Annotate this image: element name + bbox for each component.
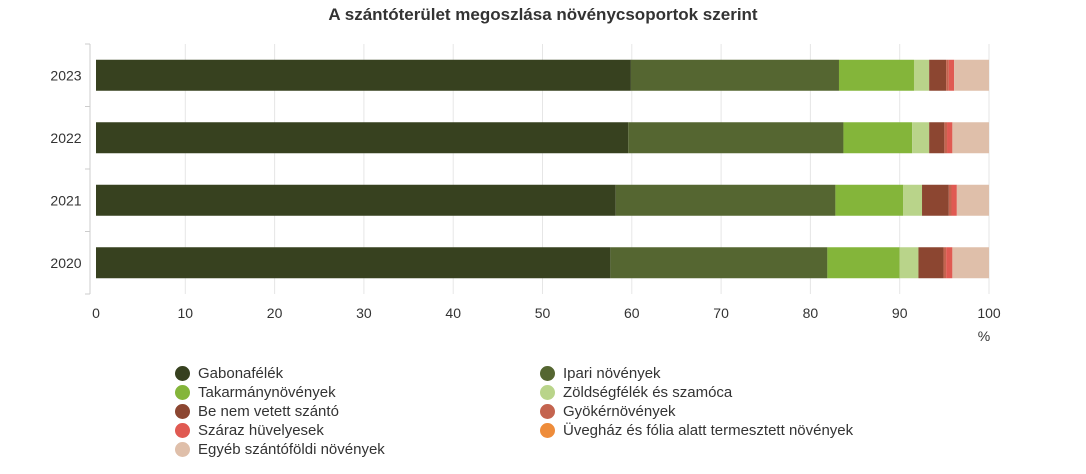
tick-labels: 0 10 20 30 40 50 60 70 80 90 100% 2023 2022 2021 2020 [50, 67, 1000, 344]
bar-segment [903, 184, 923, 216]
bar-segment [96, 122, 629, 154]
legend-swatch-icon [540, 366, 555, 381]
bar-segment [943, 247, 947, 279]
bar-segment [630, 59, 839, 91]
bar-segment [96, 59, 631, 91]
bar-segment [843, 122, 913, 154]
x-tick-label: 10 [178, 305, 194, 321]
legend-label: Üvegház és fólia alatt termesztett növén… [563, 422, 854, 439]
legend-item[interactable]: Száraz hüvelyesek [175, 421, 540, 440]
legend-swatch-icon [540, 385, 555, 400]
y-tick-label: 2021 [50, 192, 81, 208]
bar-segment [951, 184, 957, 216]
bar-segment [922, 184, 949, 216]
bar-segment [913, 59, 930, 91]
y-tick-label: 2022 [50, 130, 81, 146]
x-tick-label: 70 [713, 305, 729, 321]
bar-segment [947, 122, 953, 154]
legend-item[interactable]: Takarmánynövények [175, 383, 540, 402]
bar-segment [952, 247, 989, 279]
legend-swatch-icon [175, 366, 190, 381]
legend-item[interactable]: Be nem vetett szántó [175, 402, 540, 421]
x-tick-label: 20 [267, 305, 283, 321]
y-tick-label: 2020 [50, 255, 81, 271]
x-tick-label: 40 [445, 305, 461, 321]
bar-segment [954, 59, 989, 91]
bar-segment [956, 184, 989, 216]
stacked-bar-chart: 0 10 20 30 40 50 60 70 80 90 100% 2023 2022 2021 2020 [50, 43, 1001, 344]
legend-label: Zöldségfélék és szamóca [563, 384, 733, 401]
legend-swatch-icon [175, 423, 190, 438]
y-tick-label: 2023 [50, 67, 81, 83]
bar-segment [929, 59, 947, 91]
x-tick-label: 60 [624, 305, 640, 321]
x-axis-label: % [978, 328, 990, 344]
legend-swatch-icon [175, 404, 190, 419]
bar-segment [948, 59, 955, 91]
legend-label: Ipari növények [563, 365, 661, 382]
bar-segment [827, 247, 900, 279]
bar-segment [944, 122, 948, 154]
legend-swatch-icon [175, 442, 190, 457]
legend-item[interactable]: Ipari növények [540, 364, 940, 383]
x-tick-label: 80 [803, 305, 819, 321]
legend-item[interactable]: Üvegház és fólia alatt termesztett növén… [540, 421, 940, 440]
legend-swatch-icon [540, 404, 555, 419]
legend-label: Száraz hüvelyesek [198, 422, 324, 439]
legend-item[interactable]: Zöldségfélék és szamóca [540, 383, 940, 402]
legend-swatch-icon [175, 385, 190, 400]
chart-title: A szántóterület megoszlása növénycsoport… [328, 5, 758, 24]
x-tick-label: 0 [92, 305, 100, 321]
legend-label: Gyökérnövények [563, 403, 676, 420]
x-tick-label: 100 [977, 305, 1001, 321]
bar-segment [912, 122, 930, 154]
bar-segment [96, 247, 611, 279]
bar-segment [835, 184, 904, 216]
x-tick-label: 50 [535, 305, 551, 321]
bar-segment [929, 122, 945, 154]
bar-segment [628, 122, 844, 154]
bar-segment [952, 122, 989, 154]
bar-segment [946, 59, 949, 91]
legend: Gabonafélék Ipari növények Takarmánynövény… [175, 364, 975, 459]
legend-label: Egyéb szántóföldi növények [198, 441, 385, 458]
bar-segment [610, 247, 828, 279]
bar-segment [96, 184, 616, 216]
legend-label: Gabonafélék [198, 365, 284, 382]
legend-label: Takarmánynövények [198, 384, 336, 401]
axes [85, 43, 91, 295]
bars [96, 59, 989, 279]
x-tick-label: 90 [892, 305, 908, 321]
bar-segment [918, 247, 944, 279]
legend-label: Be nem vetett szántó [198, 403, 339, 420]
legend-item[interactable]: Gabonafélék [175, 364, 540, 383]
bar-segment [948, 184, 952, 216]
x-tick-label: 30 [356, 305, 372, 321]
bar-segment [899, 247, 919, 279]
legend-item[interactable]: Gyökérnövények [540, 402, 940, 421]
bar-segment [946, 247, 953, 279]
legend-swatch-icon [540, 423, 555, 438]
bar-segment [615, 184, 836, 216]
legend-item[interactable]: Egyéb szántóföldi növények [175, 440, 540, 459]
bar-segment [838, 59, 914, 91]
